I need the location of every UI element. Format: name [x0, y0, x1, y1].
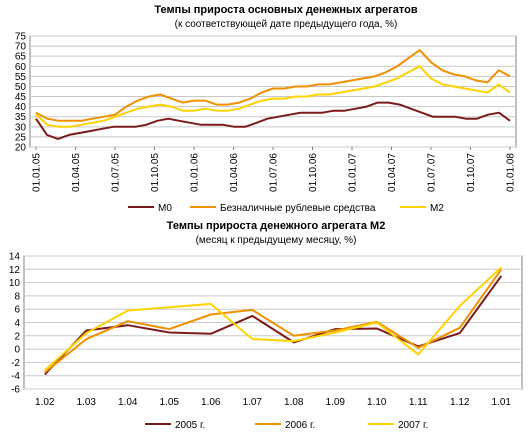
x-tick-label: 01.07.07 [427, 153, 438, 192]
x-tick-label: 1.12 [450, 397, 470, 408]
y-tick-label: -6 [11, 385, 20, 396]
chart-top: Темпы прироста основных денежных агрегат… [15, 4, 517, 214]
x-tick-label: 01.01.05 [32, 153, 43, 192]
chart-bottom-x-ticks: 1.02 1.03 1.04 1.05 1.06 1.07 1.08 1.09 1.10 1.11… [35, 397, 511, 408]
legend-label: М0 [158, 203, 172, 214]
chart-bottom: Темпы прироста денежного агрегата М2 (ме… [9, 220, 523, 431]
chart-top-gridlines [29, 35, 517, 148]
y-tick-label: 75 [15, 32, 27, 43]
chart-bottom-legend: 2005 г. 2006 г. 2007 г. [145, 420, 428, 431]
series-line-3 [35, 65, 511, 128]
y-tick-label: 10 [9, 278, 21, 289]
chart-bottom-y-ticks: -6 -4 -2 0 2 4 6 8 10 12 14 [9, 252, 21, 396]
chart-top-legend: М0 Безналичные рублевые средства М2 [128, 202, 444, 214]
x-tick-label: 01.04.05 [71, 153, 82, 192]
chart-bottom-subtitle: (месяц к предыдущему месяцу, %) [196, 235, 357, 246]
y-tick-label: 55 [15, 72, 27, 83]
y-tick-label: 40 [15, 102, 27, 113]
x-tick-label: 1.04 [118, 397, 138, 408]
x-tick-label: 01.04.07 [387, 153, 398, 192]
x-tick-label: 1.03 [77, 397, 97, 408]
x-tick-label: 1.02 [35, 397, 55, 408]
y-tick-label: 45 [15, 92, 27, 103]
x-tick-label: 1.08 [284, 397, 304, 408]
x-tick-label: 01.01.06 [190, 153, 201, 192]
x-tick-label: 01.01.07 [348, 153, 359, 192]
legend-label: 2007 г. [398, 420, 428, 431]
chart-top-title: Темпы прироста основных денежных агрегат… [154, 4, 417, 16]
series-line-1 [35, 101, 511, 140]
y-tick-label: 6 [14, 305, 20, 316]
y-tick-label: 20 [15, 143, 27, 154]
x-tick-label: 01.07.05 [111, 153, 122, 192]
x-tick-label: 1.07 [243, 397, 263, 408]
x-tick-label: 1.06 [201, 397, 221, 408]
x-tick-label: 1.11 [409, 397, 428, 408]
chart-top-series [35, 49, 511, 140]
x-tick-label: 1.01 [492, 397, 512, 408]
y-tick-label: -4 [11, 371, 20, 382]
series-line-2 [35, 49, 511, 122]
y-tick-label: 70 [15, 42, 27, 53]
x-tick-label: 01.07.06 [269, 153, 280, 192]
series-line-3 [44, 266, 502, 372]
legend-label: 2005 г. [175, 420, 205, 431]
y-tick-label: 4 [14, 318, 20, 329]
x-tick-label: 01.10.07 [466, 153, 477, 192]
legend-label: 2006 г. [285, 420, 315, 431]
chart-top-x-ticks: 01.01.05 01.04.05 01.07.05 01.10.05 01.01.06… [32, 147, 517, 192]
chart-bottom-series [44, 266, 503, 376]
y-tick-label: 0 [14, 345, 20, 356]
x-tick-label: 01.01.08 [506, 153, 517, 192]
x-tick-label: 1.05 [160, 397, 180, 408]
plot-area [29, 35, 517, 148]
x-tick-label: 01.10.06 [308, 153, 319, 192]
chart-bottom-title: Темпы прироста денежного агрегата М2 [167, 220, 386, 232]
y-tick-label: 65 [15, 52, 27, 63]
y-tick-label: 8 [14, 291, 20, 302]
x-tick-label: 1.10 [367, 397, 387, 408]
x-tick-label: 01.10.05 [150, 153, 161, 192]
y-tick-label: 12 [9, 265, 21, 276]
y-tick-label: -2 [11, 358, 20, 369]
y-tick-label: 50 [15, 82, 27, 93]
y-tick-label: 35 [15, 112, 27, 123]
y-tick-label: 14 [9, 252, 21, 263]
y-tick-label: 30 [15, 122, 27, 133]
y-tick-label: 2 [14, 331, 20, 342]
chart-top-subtitle: (к соответствующей дате предыдущего года… [175, 19, 398, 30]
y-tick-label: 25 [15, 132, 27, 143]
legend-label: М2 [430, 203, 444, 214]
x-tick-label: 01.04.06 [229, 153, 240, 192]
x-tick-label: 1.09 [326, 397, 346, 408]
y-tick-label: 60 [15, 62, 27, 73]
series-line-2 [44, 268, 503, 374]
legend-label: Безналичные рублевые средства [220, 202, 376, 214]
